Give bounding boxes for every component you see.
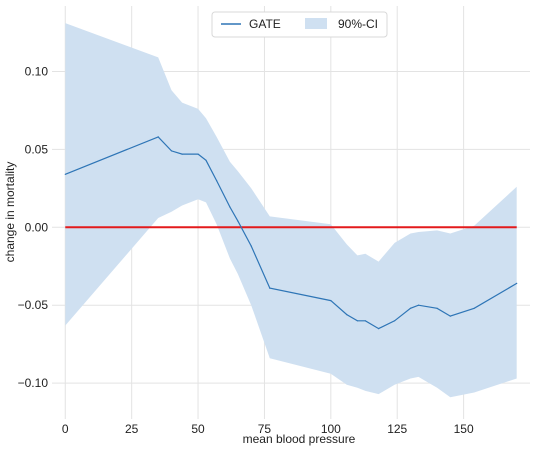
x-tick-label: 125 xyxy=(387,422,407,436)
legend: GATE 90%-CI xyxy=(211,11,388,38)
x-tick-label: 150 xyxy=(454,422,474,436)
gate-point xyxy=(449,315,451,317)
gate-point xyxy=(197,153,199,155)
gate-point xyxy=(436,307,438,309)
gate-point xyxy=(229,206,231,208)
gate-point xyxy=(205,159,207,161)
y-tick-label: 0.00 xyxy=(25,220,49,234)
y-tick-label: −0.10 xyxy=(18,376,49,390)
y-tick-label: 0.10 xyxy=(25,64,49,78)
gate-line-layer xyxy=(64,136,518,330)
x-axis-title: mean blood pressure xyxy=(243,432,356,446)
y-tick-label: 0.05 xyxy=(25,142,49,156)
ci-band xyxy=(65,23,517,398)
gate-point xyxy=(181,153,183,155)
gate-point xyxy=(64,173,66,175)
x-tick-label: 0 xyxy=(62,422,69,436)
x-tick-label: 50 xyxy=(191,422,205,436)
gate-point xyxy=(394,320,396,322)
gate-point xyxy=(473,307,475,309)
gate-point xyxy=(417,304,420,306)
tick-labels: 0 25 50 75 100 125 150 −0.10 −0.05 0.00 0.05 0.10 xyxy=(18,64,474,436)
gate-point xyxy=(216,180,218,182)
gate-point xyxy=(378,328,380,330)
gate-point xyxy=(516,282,518,284)
gate-point xyxy=(250,245,252,247)
gate-point xyxy=(269,287,271,289)
gate-point xyxy=(330,300,332,302)
gate-point xyxy=(237,220,239,222)
legend-gate-label: GATE xyxy=(249,17,281,31)
legend-ci-swatch xyxy=(305,18,327,29)
y-axis-title: change in mortality xyxy=(3,162,17,263)
y-tick-label: −0.05 xyxy=(18,298,49,312)
gate-point xyxy=(356,320,358,322)
x-tick-label: 100 xyxy=(321,422,341,436)
ci-band-layer xyxy=(65,23,517,398)
x-tick-label: 75 xyxy=(258,422,272,436)
gate-point xyxy=(364,320,366,322)
gate-point xyxy=(157,136,159,138)
legend-box xyxy=(211,11,388,38)
gate-point xyxy=(409,307,412,309)
gate-point xyxy=(170,150,173,152)
x-tick-label: 25 xyxy=(125,422,139,436)
gate-point xyxy=(346,314,348,316)
legend-ci-label: 90%-CI xyxy=(338,17,378,31)
